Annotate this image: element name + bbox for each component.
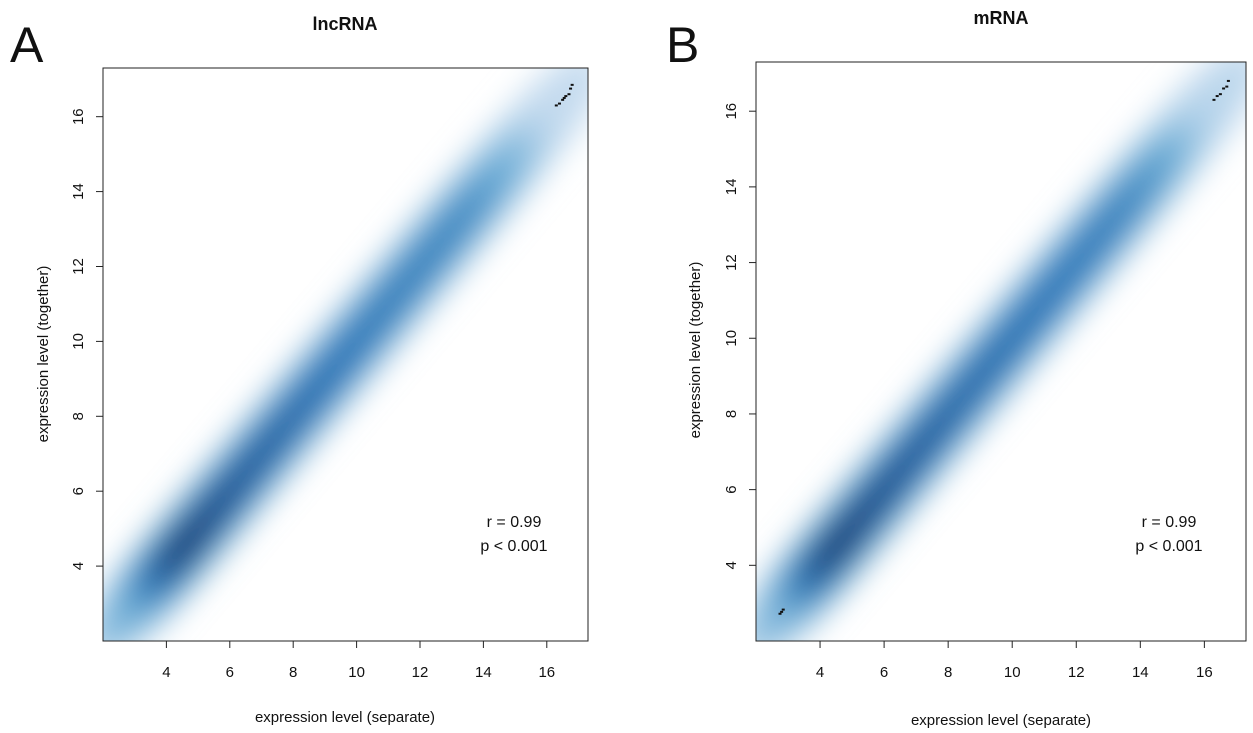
x-tick-label: 12 (412, 664, 429, 681)
outlier-point (1212, 98, 1216, 101)
x-tick-label: 4 (816, 664, 824, 681)
density-cloud (756, 62, 1246, 641)
outlier-point (1226, 79, 1230, 82)
plot-frame (102, 67, 589, 642)
correlation-annotation: r = 0.99 (1142, 514, 1197, 531)
outlier-point (570, 83, 574, 86)
density-blob (534, 72, 586, 130)
y-tick-label: 8 (70, 412, 87, 420)
x-axis-label: expression level (separate) (255, 709, 435, 726)
y-tick-label: 12 (70, 258, 87, 275)
x-tick-label: 6 (880, 664, 888, 681)
outlier-point (780, 610, 784, 613)
x-tick-label: 14 (1132, 664, 1149, 681)
panel-letter: B (666, 17, 699, 73)
y-tick-label: 16 (70, 108, 87, 125)
y-tick-label: 10 (723, 330, 740, 347)
y-tick-label: 4 (70, 562, 87, 570)
y-tick-label: 6 (70, 487, 87, 495)
x-tick-label: 10 (348, 664, 365, 681)
correlation-annotation: r = 0.99 (487, 514, 542, 531)
outlier-point (564, 95, 568, 98)
y-tick-label: 10 (70, 333, 87, 350)
outlier-point (554, 104, 558, 107)
x-tick-label: 16 (1196, 664, 1213, 681)
outlier-point (1222, 87, 1226, 90)
chart-title: lncRNA (312, 14, 377, 34)
outlier-point (778, 612, 782, 615)
y-axis-label: expression level (together) (687, 262, 704, 439)
p-value-annotation: p < 0.001 (480, 538, 547, 555)
panel-b: B mRNA 4 6 8 10 12 14 16 4 6 8 10 12 14 16 expression… (666, 8, 1247, 729)
y-axis-label: expression level (together) (35, 266, 52, 443)
panel-a: A lncRNA 4 6 8 10 12 14 16 4 6 8 10 12 14 16 expressi… (10, 14, 589, 726)
outlier-point (567, 93, 571, 96)
y-tick-label: 14 (70, 183, 87, 200)
outlier-point (562, 96, 566, 99)
outlier-point (561, 98, 565, 101)
x-axis-label: expression level (separate) (911, 712, 1091, 729)
x-tick-label: 8 (289, 664, 297, 681)
outlier-point (557, 102, 561, 105)
y-tick-label: 6 (723, 485, 740, 493)
plot-area: 4 6 8 10 12 14 16 4 6 8 10 12 14 16 (70, 67, 589, 681)
x-tick-label: 6 (226, 664, 234, 681)
outlier-point (1225, 85, 1229, 88)
outlier-point (1218, 93, 1222, 96)
panel-letter: A (10, 17, 44, 73)
density-cloud (103, 68, 588, 641)
y-tick-label: 4 (723, 561, 740, 569)
x-tick-label: 16 (538, 664, 555, 681)
x-tick-label: 10 (1004, 664, 1021, 681)
x-tick-label: 12 (1068, 664, 1085, 681)
y-tick-label: 8 (723, 410, 740, 418)
plot-area: 4 6 8 10 12 14 16 4 6 8 10 12 14 16 (723, 61, 1247, 681)
y-tick-label: 16 (723, 103, 740, 120)
y-tick-label: 12 (723, 254, 740, 271)
y-tick-label: 14 (723, 179, 740, 196)
outlier-point (781, 608, 785, 611)
outlier-point (569, 87, 573, 90)
x-tick-label: 8 (944, 664, 952, 681)
p-value-annotation: p < 0.001 (1135, 538, 1202, 555)
x-tick-label: 4 (162, 664, 170, 681)
chart-title: mRNA (973, 8, 1028, 28)
x-tick-label: 14 (475, 664, 492, 681)
plot-frame (755, 61, 1247, 642)
outlier-point (1215, 95, 1219, 98)
